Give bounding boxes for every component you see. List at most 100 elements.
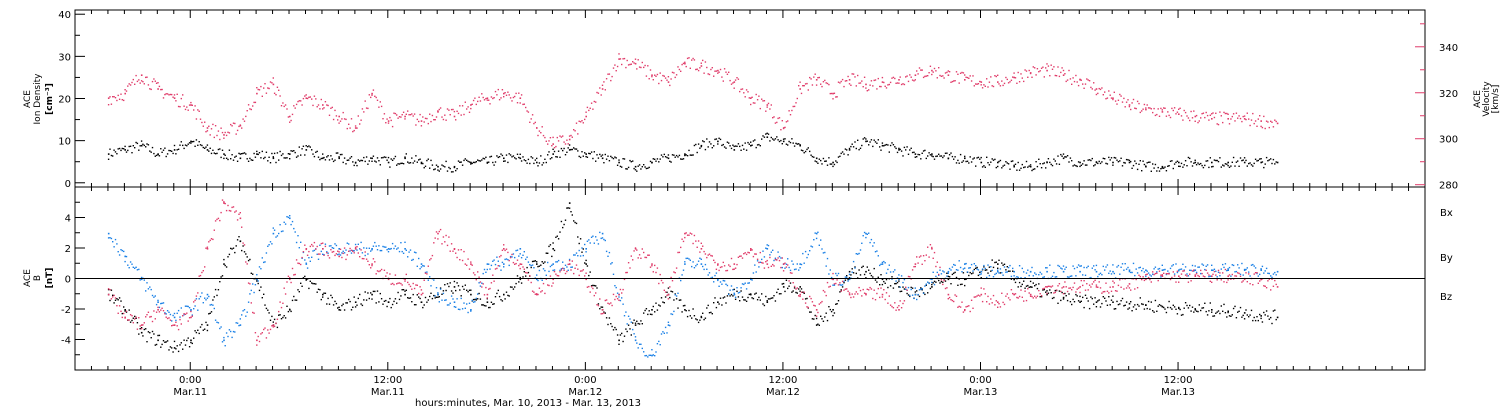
data-point	[778, 293, 781, 295]
data-point	[145, 290, 147, 292]
data-point	[980, 287, 982, 289]
data-point	[980, 156, 982, 159]
data-point	[1046, 63, 1048, 65]
data-point	[761, 293, 763, 295]
data-point	[1079, 270, 1081, 273]
data-point	[492, 97, 494, 100]
data-point	[212, 299, 214, 301]
data-point	[837, 300, 840, 302]
data-point	[324, 101, 327, 103]
data-point	[322, 253, 324, 255]
data-point	[1075, 165, 1077, 167]
data-point	[223, 336, 225, 339]
data-point	[256, 344, 258, 346]
data-point	[691, 233, 693, 235]
data-point	[146, 143, 148, 145]
data-point	[857, 293, 859, 295]
data-point	[412, 293, 414, 296]
data-point	[990, 161, 992, 163]
data-point	[1198, 304, 1200, 306]
data-point	[283, 105, 285, 108]
data-point	[604, 312, 606, 314]
data-point	[566, 151, 568, 153]
data-point	[1141, 303, 1143, 305]
data-point	[833, 312, 836, 314]
data-point	[866, 266, 868, 268]
data-point	[413, 160, 416, 162]
data-point	[552, 282, 554, 284]
data-point	[525, 271, 527, 274]
data-point	[1112, 301, 1114, 303]
data-point	[717, 72, 719, 74]
data-point	[515, 249, 517, 252]
data-point	[1200, 269, 1202, 272]
data-point	[249, 157, 251, 160]
data-point	[889, 144, 892, 147]
data-point	[682, 158, 685, 160]
data-point	[1182, 119, 1184, 121]
data-point	[1272, 310, 1275, 312]
data-point	[427, 265, 429, 267]
data-point	[162, 149, 165, 151]
data-point	[1057, 66, 1059, 68]
data-point	[619, 299, 622, 302]
data-point	[1128, 283, 1131, 285]
data-point	[376, 99, 379, 101]
data-point	[1076, 266, 1078, 269]
data-point	[1249, 162, 1251, 164]
data-point	[663, 302, 665, 304]
data-point	[1006, 78, 1008, 81]
data-point	[1109, 94, 1111, 96]
data-point	[187, 320, 189, 322]
data-point	[175, 321, 177, 323]
data-point	[313, 241, 316, 244]
data-point	[976, 295, 978, 297]
data-point	[1071, 160, 1073, 162]
data-point	[1014, 163, 1017, 165]
data-point	[1172, 167, 1174, 170]
data-point	[157, 301, 159, 303]
data-point	[959, 283, 962, 286]
data-point	[429, 259, 431, 261]
data-point	[520, 263, 523, 265]
data-point	[431, 164, 434, 166]
data-point	[450, 290, 453, 292]
data-point	[873, 79, 875, 82]
data-point	[861, 295, 863, 297]
data-point	[1270, 158, 1272, 160]
data-point	[1012, 160, 1014, 162]
data-point	[669, 324, 671, 327]
data-point	[1024, 166, 1026, 168]
data-point	[328, 245, 331, 247]
data-point	[905, 149, 907, 151]
data-point	[1032, 275, 1034, 277]
data-point	[649, 69, 652, 71]
data-point	[722, 261, 724, 264]
data-point	[393, 112, 395, 114]
data-point	[566, 207, 568, 209]
data-point	[427, 122, 429, 125]
data-point	[766, 244, 768, 246]
data-point	[1193, 162, 1195, 164]
data-point	[1259, 313, 1261, 316]
data-point	[562, 135, 564, 137]
data-point	[803, 291, 805, 293]
data-point	[1055, 75, 1058, 77]
data-point	[1206, 272, 1209, 274]
data-point	[1131, 310, 1133, 312]
data-point	[614, 326, 616, 329]
data-point	[305, 278, 308, 281]
data-point	[1023, 80, 1025, 83]
data-point	[175, 153, 177, 155]
data-point	[194, 299, 196, 302]
data-point	[799, 293, 801, 296]
data-point	[1217, 160, 1220, 163]
data-point	[149, 286, 151, 288]
data-point	[601, 154, 604, 156]
data-point	[589, 242, 591, 244]
data-point	[1276, 122, 1279, 125]
data-point	[652, 158, 654, 160]
data-point	[1184, 274, 1187, 276]
data-point	[758, 266, 760, 268]
data-point	[1097, 275, 1099, 278]
